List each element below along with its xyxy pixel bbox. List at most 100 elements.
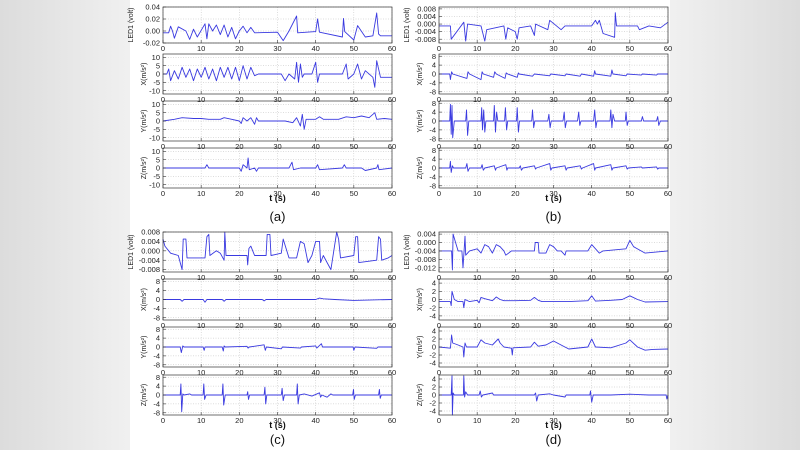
y-tick-label: 0.004 — [417, 12, 436, 21]
y-axis-label: Z(m/s²) — [417, 384, 424, 407]
x-tick-label: 60 — [664, 368, 672, 377]
y-tick-label: 0 — [156, 70, 160, 79]
x-tick-label: 50 — [626, 44, 634, 53]
x-tick-label: 10 — [473, 273, 481, 282]
y-tick-label: 0.004 — [141, 237, 160, 246]
series-line — [439, 12, 669, 42]
y-tick-label: -4 — [429, 312, 436, 321]
subplot-led1: -0.02 0.00 0.02 0.04 0 10 20 30 40 50 60 LED1 (volt… — [128, 3, 396, 53]
y-tick-label: 0 — [156, 295, 160, 304]
x-tick-label: 10 — [473, 142, 481, 151]
x-tick-label: 60 — [664, 321, 672, 330]
y-tick-label: 5 — [156, 108, 160, 117]
y-tick-label: 8 — [156, 277, 160, 286]
x-tick-label: 20 — [235, 189, 243, 198]
y-tick-label: 8 — [432, 99, 436, 108]
y-tick-label: -0.02 — [143, 39, 160, 48]
series-line — [163, 12, 392, 42]
y-tick-label: -8 — [153, 313, 160, 322]
x-tick-label: 10 — [473, 321, 481, 330]
y-axis-label: Y(m/s²) — [417, 336, 424, 359]
y-tick-label: 0.02 — [145, 15, 160, 24]
y-tick-label: -0.008 — [139, 265, 160, 274]
y-tick-label: 0.000 — [417, 20, 436, 29]
x-tick-label: 20 — [511, 368, 519, 377]
y-tick-label: 2 — [432, 287, 436, 296]
series-line — [439, 233, 669, 271]
y-tick-label: 4 — [432, 61, 436, 70]
y-tick-label: -8 — [153, 408, 160, 417]
x-tick-label: 20 — [235, 142, 243, 151]
x-tick-label: 20 — [511, 273, 519, 282]
y-tick-label: 0 — [156, 164, 160, 173]
x-tick-label: 50 — [626, 95, 634, 104]
series-line — [439, 290, 669, 309]
series-line — [162, 112, 393, 130]
y-tick-label: 4 — [432, 155, 436, 164]
series-line — [163, 60, 392, 88]
y-tick-label: 0.000 — [417, 238, 436, 247]
y-tick-label: -4 — [429, 359, 436, 368]
y-tick-label: 4 — [156, 334, 160, 343]
x-tick-label: 50 — [626, 368, 634, 377]
series-line — [163, 343, 392, 354]
x-tick-label: 50 — [626, 321, 634, 330]
x-axis-label: t (s) — [545, 193, 562, 203]
y-tick-label: 0.04 — [145, 3, 160, 12]
x-tick-label: 20 — [235, 368, 243, 377]
x-tick-label: 30 — [549, 416, 557, 425]
y-axis-label: LED1 (volt) — [128, 7, 135, 42]
x-tick-label: 60 — [388, 142, 396, 151]
x-tick-label: 30 — [549, 189, 557, 198]
x-tick-label: 40 — [311, 44, 319, 53]
y-tick-label: 8 — [432, 52, 436, 61]
x-tick-label: 60 — [664, 416, 672, 425]
x-tick-label: 50 — [350, 44, 358, 53]
x-tick-label: 20 — [235, 273, 243, 282]
y-axis-label: Z(m/s²) — [141, 157, 148, 180]
y-tick-label: -4 — [429, 172, 436, 181]
x-tick-label: 60 — [664, 44, 672, 53]
x-tick-label: 30 — [549, 321, 557, 330]
x-tick-label: 40 — [587, 189, 595, 198]
y-tick-label: 2 — [432, 335, 436, 344]
x-tick-label: 30 — [273, 321, 281, 330]
y-tick-label: -2 — [429, 399, 436, 408]
x-axis-label: t (s) — [269, 193, 286, 203]
series-line — [162, 231, 393, 271]
x-tick-label: 60 — [664, 142, 672, 151]
y-tick-label: 0.008 — [417, 4, 436, 13]
x-tick-label: 10 — [473, 189, 481, 198]
x-tick-label: 50 — [626, 142, 634, 151]
y-axis-label: Z(m/s²) — [141, 384, 148, 407]
y-tick-label: -2 — [429, 303, 436, 312]
y-tick-label: -0.008 — [415, 255, 436, 264]
x-tick-label: 10 — [473, 44, 481, 53]
x-tick-label: 40 — [587, 368, 595, 377]
y-tick-label: 0 — [432, 70, 436, 79]
x-tick-label: 40 — [587, 416, 595, 425]
y-tick-label: -5 — [153, 172, 160, 181]
y-tick-label: 0 — [432, 343, 436, 352]
x-tick-label: 50 — [350, 368, 358, 377]
x-tick-label: 0 — [437, 44, 441, 53]
x-tick-label: 10 — [197, 321, 205, 330]
y-axis-label: LED1 (volt) — [404, 7, 411, 42]
x-tick-label: 30 — [273, 368, 281, 377]
x-tick-label: 30 — [549, 368, 557, 377]
y-tick-label: 8 — [432, 146, 436, 155]
y-tick-label: -0.012 — [415, 263, 436, 272]
x-tick-label: 30 — [273, 142, 281, 151]
x-tick-label: 20 — [511, 189, 519, 198]
y-tick-label: 0 — [156, 117, 160, 126]
series-line — [439, 160, 668, 173]
x-tick-label: 10 — [197, 95, 205, 104]
x-tick-label: 60 — [664, 273, 672, 282]
y-tick-label: -4 — [429, 125, 436, 134]
